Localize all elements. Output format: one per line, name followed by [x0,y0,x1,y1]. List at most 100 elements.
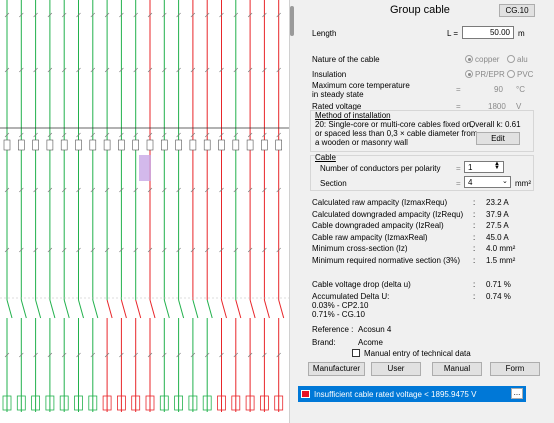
pr-epr-radio[interactable] [465,70,473,78]
tick-mark [61,352,67,358]
switch-symbol [178,299,185,319]
method-group [310,110,534,152]
user-button[interactable]: User [371,362,421,376]
result-value: 23.2 A [486,198,509,207]
reference-label: Reference : [312,325,354,334]
tick-mark [176,12,181,18]
accumulated-line-1: 0.03% - CP2.10 [312,301,369,310]
tick-mark [19,132,24,138]
tick-mark [147,67,153,73]
result-colon: : [473,232,476,242]
status-more-button[interactable]: ... [511,388,523,399]
tick-mark [219,12,224,18]
copper-radio[interactable] [465,55,473,63]
max-temp-unit: °C [516,85,525,94]
tick-mark [204,132,210,138]
pvc-radio-label: PVC [517,70,534,79]
tick-mark [61,132,67,138]
voltage-drop-value: 0.71 % [486,280,511,289]
alu-radio[interactable] [507,55,515,63]
tick-mark [190,187,196,193]
scrollbar-thumb[interactable] [290,6,294,36]
fuse-symbol [89,139,97,151]
fuse-symbol [161,139,168,151]
tick-mark [233,187,239,193]
terminal-box [159,395,169,411]
manual-button[interactable]: Manual [432,362,482,376]
tick-mark [104,187,110,193]
tick-mark [219,352,224,358]
length-input[interactable]: 50.00 [462,26,514,39]
reference-button[interactable]: CG.10 [499,4,535,17]
tick-mark [233,247,239,253]
result-label: Minimum cross-section (Iz) [312,244,408,253]
alu-radio-label: alu [517,55,528,64]
schematic-drawing [0,0,289,412]
manual-entry-checkbox[interactable] [352,349,360,357]
manufacturer-button[interactable]: Manufacturer [308,362,365,376]
terminal-box [274,395,284,411]
tick-mark [219,187,224,193]
tick-mark [104,132,110,138]
tick-mark [176,187,181,193]
tick-mark [47,187,53,193]
edit-method-button[interactable]: Edit [476,132,520,145]
terminal-box [188,395,198,411]
fuse-symbol [203,139,211,151]
tick-mark [204,352,210,358]
switch-symbol [35,299,42,319]
rated-voltage-value: 1800 [488,102,506,111]
result-colon: : [473,221,476,230]
accumulated-colon: : [473,292,476,301]
fuse-symbol [218,139,225,151]
status-message: Insufficient cable rated voltage < 1895.… [314,390,477,399]
tick-mark [219,132,224,138]
tick-mark [76,187,81,193]
tick-mark [119,67,124,73]
tick-mark [176,352,181,358]
tick-mark [162,12,167,18]
result-label: Cable downgraded ampacity (IzReal) [312,221,444,230]
max-temp-label-1: Maximum core temperature [312,81,410,90]
tick-mark [233,352,239,358]
tick-mark [247,132,253,138]
switch-symbol [20,299,27,319]
length-label: Length [312,29,337,38]
terminal-box [231,395,241,411]
switch-symbol [135,299,142,319]
conductors-spin-icon[interactable]: ▲ ▼ [494,161,500,171]
tick-mark [119,132,124,138]
result-colon: : [473,244,476,253]
splitter[interactable] [289,0,296,423]
result-label: Calculated downgraded ampacity (IzRequ) [312,209,464,219]
tick-mark [90,12,96,18]
tick-mark [33,187,38,193]
method-line-3: a wooden or masonry wall [315,138,408,147]
tick-mark [133,132,138,138]
section-select[interactable]: 4 [464,176,511,188]
tick-mark [204,67,210,73]
tick-mark [276,352,281,358]
error-icon [301,390,310,398]
tick-mark [133,67,138,73]
tick-mark [33,12,38,18]
accumulated-value: 0.74 % [486,292,511,301]
tick-mark [204,187,210,193]
form-button[interactable]: Form [490,362,540,376]
status-message-bar[interactable]: Insufficient cable rated voltage < 1895.… [298,386,526,402]
tick-mark [104,247,110,253]
tick-mark [104,352,110,358]
pvc-radio[interactable] [507,70,515,78]
tick-mark [90,352,96,358]
tick-mark [76,67,81,73]
fuse-symbol [32,139,39,151]
conductors-input[interactable]: 1 [464,161,504,173]
chevron-down-icon[interactable]: ⌄ [502,178,508,185]
tick-mark [147,352,153,358]
reference-value: Acosun 4 [358,325,392,334]
schematic-canvas[interactable] [0,0,289,423]
switch-symbol [206,299,213,319]
switch-symbol [192,299,199,319]
tick-mark [176,67,181,73]
switch-symbol [92,299,99,319]
